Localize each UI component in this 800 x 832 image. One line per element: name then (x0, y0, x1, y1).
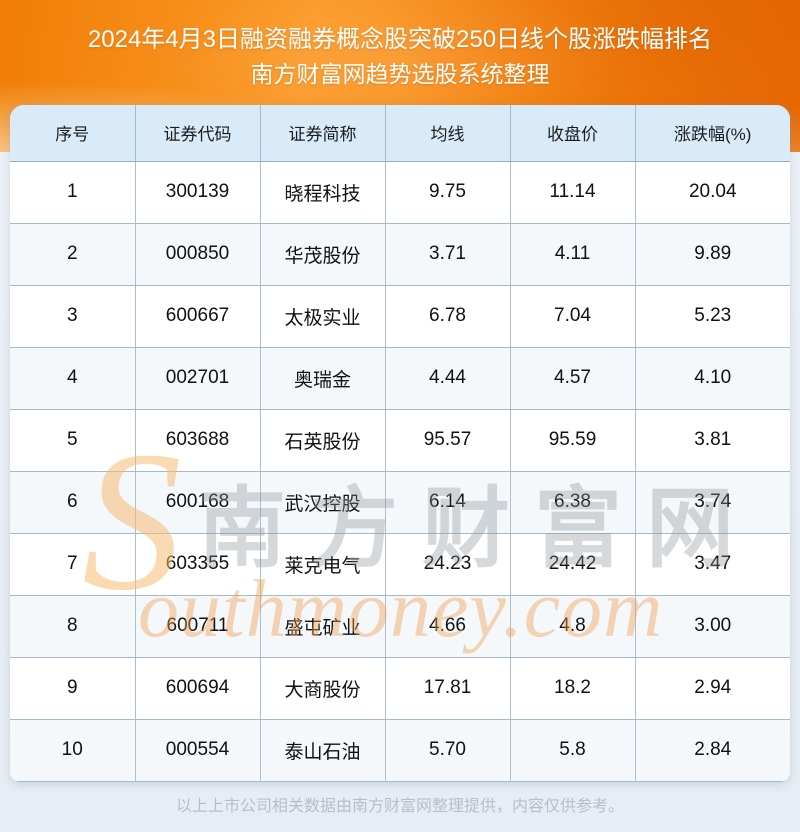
table-cell: 盛屯矿业 (260, 595, 386, 658)
footer-disclaimer: 以上上市公司相关数据由南方财富网整理提供，内容仅供参考。 (175, 798, 624, 815)
table-cell: 7.04 (510, 285, 636, 348)
table-cell: 石英股份 (260, 409, 386, 472)
page-title: 2024年4月3日融资融券概念股突破250日线个股涨跌幅排名 南方财富网趋势选股… (0, 0, 800, 92)
table-cell: 2.84 (635, 719, 790, 782)
table-cell: 5.70 (385, 719, 511, 782)
table-cell: 300139 (135, 161, 261, 224)
table-header: 序号 证券代码 证券简称 均线 收盘价 涨跌幅(%) (10, 105, 790, 162)
table-cell: 3.81 (635, 409, 790, 472)
table-cell: 4.44 (385, 347, 511, 410)
table-row-5: 5 603688 石英股份 95.57 95.59 3.81 (10, 409, 790, 472)
table-cell: 5.23 (635, 285, 790, 348)
table-cell: 5 (10, 409, 136, 472)
table-cell: 7 (10, 533, 136, 596)
table-row-4: 4 002701 奥瑞金 4.44 4.57 4.10 (10, 347, 790, 410)
table-row-10: 10 000554 泰山石油 5.70 5.8 2.84 (10, 719, 790, 782)
table-cell: 95.57 (385, 409, 511, 472)
table-row-1: 1 300139 晓程科技 9.75 11.14 20.04 (10, 161, 790, 224)
table-cell: 20.04 (635, 161, 790, 224)
table-cell: 2.94 (635, 657, 790, 720)
table-cell: 6.14 (385, 471, 511, 534)
table-cell: 3.00 (635, 595, 790, 658)
table-cell: 4.11 (510, 223, 636, 286)
table-cell: 武汉控股 (260, 471, 386, 534)
table-body: 1 300139 晓程科技 9.75 11.14 20.04 2 000850 华茂股份 3.71… (10, 161, 790, 782)
table-cell: 600711 (135, 595, 261, 658)
stock-table-card: 序号 证券代码 证券简称 均线 收盘价 涨跌幅(%) 1 300139 晓程科技 9.75 11.… (10, 105, 790, 782)
table-cell: 6 (10, 471, 136, 534)
table-cell: 600667 (135, 285, 261, 348)
table-cell: 大商股份 (260, 657, 386, 720)
table-cell: 莱克电气 (260, 533, 386, 596)
page-title-line2: 南方财富网趋势选股系统整理 (250, 61, 550, 87)
table-cell: 6.38 (510, 471, 636, 534)
table-cell: 11.14 (510, 161, 636, 224)
table-row-6: 6 600168 武汉控股 6.14 6.38 3.74 (10, 471, 790, 534)
column-header-5: 涨跌幅(%) (635, 105, 790, 162)
table-cell: 9.75 (385, 161, 511, 224)
table-cell: 9 (10, 657, 136, 720)
table-cell: 000850 (135, 223, 261, 286)
table-row-8: 8 600711 盛屯矿业 4.66 4.8 3.00 (10, 595, 790, 658)
table-cell: 1 (10, 161, 136, 224)
table-cell: 600168 (135, 471, 261, 534)
table-cell: 17.81 (385, 657, 511, 720)
table-cell: 5.8 (510, 719, 636, 782)
column-header-4: 收盘价 (510, 105, 636, 162)
table-cell: 华茂股份 (260, 223, 386, 286)
column-header-3: 均线 (385, 105, 511, 162)
table-cell: 18.2 (510, 657, 636, 720)
table-cell: 晓程科技 (260, 161, 386, 224)
page-title-line1: 2024年4月3日融资融券概念股突破250日线个股涨跌幅排名 (87, 26, 713, 53)
column-header-0: 序号 (10, 105, 136, 162)
table-cell: 4.10 (635, 347, 790, 410)
table-cell: 4.66 (385, 595, 511, 658)
table-header-row: 序号 证券代码 证券简称 均线 收盘价 涨跌幅(%) (10, 105, 790, 162)
table-cell: 4 (10, 347, 136, 410)
table-cell: 600694 (135, 657, 261, 720)
column-header-1: 证券代码 (135, 105, 261, 162)
column-header-2: 证券简称 (260, 105, 386, 162)
table-cell: 太极实业 (260, 285, 386, 348)
table-cell: 3.74 (635, 471, 790, 534)
table-cell: 奥瑞金 (260, 347, 386, 410)
table-cell: 3.47 (635, 533, 790, 596)
table-cell: 4.8 (510, 595, 636, 658)
table-row-9: 9 600694 大商股份 17.81 18.2 2.94 (10, 657, 790, 720)
table-cell: 95.59 (510, 409, 636, 472)
table-cell: 24.42 (510, 533, 636, 596)
table-cell: 603355 (135, 533, 261, 596)
table-row-2: 2 000850 华茂股份 3.71 4.11 9.89 (10, 223, 790, 286)
table-row-3: 3 600667 太极实业 6.78 7.04 5.23 (10, 285, 790, 348)
table-cell: 24.23 (385, 533, 511, 596)
table-cell: 3 (10, 285, 136, 348)
stock-table: 序号 证券代码 证券简称 均线 收盘价 涨跌幅(%) 1 300139 晓程科技 9.75 11.… (10, 105, 790, 782)
table-cell: 6.78 (385, 285, 511, 348)
table-cell: 2 (10, 223, 136, 286)
table-cell: 8 (10, 595, 136, 658)
table-cell: 002701 (135, 347, 261, 410)
table-cell: 603688 (135, 409, 261, 472)
table-cell: 泰山石油 (260, 719, 386, 782)
table-row-7: 7 603355 莱克电气 24.23 24.42 3.47 (10, 533, 790, 596)
table-cell: 3.71 (385, 223, 511, 286)
table-cell: 10 (10, 719, 136, 782)
table-cell: 9.89 (635, 223, 790, 286)
table-cell: 4.57 (510, 347, 636, 410)
table-cell: 000554 (135, 719, 261, 782)
